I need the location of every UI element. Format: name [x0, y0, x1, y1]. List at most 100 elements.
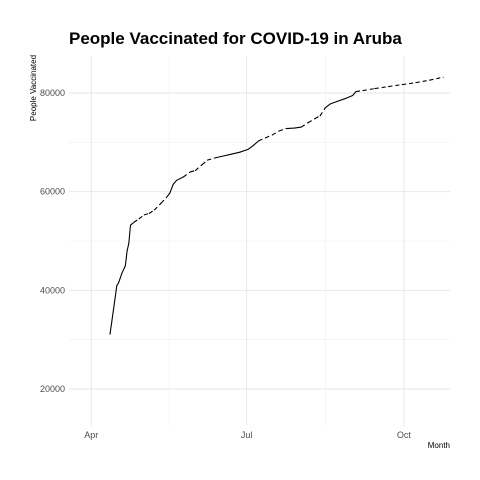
x-tick-label: Oct — [397, 430, 412, 440]
series-line-segment — [265, 134, 273, 139]
series-line-segment — [118, 272, 123, 284]
data-point — [355, 91, 357, 93]
data-point — [172, 183, 174, 185]
series-line-segment — [314, 115, 321, 120]
series-line-segment — [362, 88, 375, 92]
series-line-segment — [190, 169, 196, 173]
data-point — [118, 282, 120, 284]
series-line-segment — [207, 157, 215, 161]
data-point — [116, 284, 118, 286]
series-line-segment — [415, 79, 430, 84]
data-point — [194, 169, 196, 171]
data-point — [314, 118, 316, 120]
series-line-segment — [144, 212, 150, 216]
series-line-segment — [402, 82, 416, 86]
series-line-segment — [301, 122, 309, 128]
series-line-segment — [124, 250, 128, 266]
data-point — [278, 130, 280, 132]
data-point — [401, 84, 403, 86]
x-tick-label: Apr — [84, 430, 98, 440]
data-point — [128, 242, 130, 244]
series-line-segment — [253, 140, 260, 146]
series-line-segment — [138, 214, 145, 220]
data-point — [374, 88, 376, 90]
series-line-segment — [258, 137, 266, 142]
data-point — [160, 202, 162, 204]
series-line-segment — [116, 282, 119, 286]
data-point — [165, 197, 167, 199]
data-point — [442, 76, 444, 78]
data-point — [387, 86, 389, 88]
series-line-segment — [319, 107, 326, 116]
data-point — [258, 140, 260, 142]
series-line-segment — [148, 209, 155, 214]
data-point — [153, 209, 155, 211]
data-point — [133, 221, 135, 223]
data-point — [176, 179, 178, 181]
data-point — [126, 250, 128, 252]
data-point — [138, 218, 140, 220]
data-point — [182, 176, 184, 178]
grid-layer — [69, 56, 450, 426]
series-line-segment — [169, 184, 174, 194]
data-point — [271, 134, 273, 136]
data-point — [307, 122, 309, 124]
series-line-segment — [195, 164, 203, 171]
data-point — [213, 157, 215, 159]
data-point — [239, 151, 241, 153]
data-point — [324, 107, 326, 109]
series-line-segment — [374, 86, 389, 90]
series-line-segment — [165, 192, 171, 198]
x-axis-label: Month — [428, 441, 450, 450]
series-line-segment — [352, 91, 357, 96]
series-line-segment — [160, 197, 167, 204]
series-line-segment — [330, 100, 338, 105]
series-line-segment — [130, 221, 135, 226]
series-line-segment — [337, 97, 346, 102]
data-point — [345, 97, 347, 99]
data-point — [253, 144, 255, 146]
y-tick-label: 80000 — [40, 88, 65, 98]
series-line-segment — [128, 225, 132, 244]
data-point — [124, 265, 126, 267]
series-line-segment — [307, 118, 316, 124]
series-line-segment — [214, 155, 223, 159]
series-line-segment — [231, 151, 240, 155]
data-point — [352, 94, 354, 96]
data-point — [143, 214, 145, 216]
data-point — [222, 155, 224, 157]
series-line-segment — [248, 144, 254, 150]
data-point — [148, 212, 150, 214]
data-point — [294, 127, 296, 129]
series-line-segment — [176, 176, 184, 181]
data-point — [169, 192, 171, 194]
series-line-segment — [324, 103, 331, 109]
series-line-segment — [222, 153, 232, 157]
data-point — [112, 309, 114, 311]
series-line-segment — [109, 309, 114, 335]
data-point — [230, 153, 232, 155]
data-point — [428, 79, 430, 81]
data-point — [247, 148, 249, 150]
data-point — [300, 126, 302, 128]
data-point — [319, 115, 321, 117]
data-point — [285, 128, 287, 130]
series-line-segment — [355, 89, 363, 93]
data-point — [121, 272, 123, 274]
series-line-segment — [183, 171, 191, 178]
series-line-segment — [172, 179, 178, 185]
series-line-segment — [345, 94, 353, 99]
data-point — [201, 164, 203, 166]
data-point — [362, 90, 364, 92]
series-line-segment — [272, 130, 280, 136]
series-line-segment — [388, 84, 403, 88]
y-tick-label: 40000 — [40, 285, 65, 295]
series-line-segment — [239, 148, 249, 153]
data-point — [336, 100, 338, 102]
y-tick-label: 20000 — [40, 384, 65, 394]
data-point — [189, 171, 191, 173]
series-line-segment — [201, 159, 208, 165]
tick-labels: 20000 40000 60000 80000 Apr Jul Oct — [40, 88, 411, 440]
